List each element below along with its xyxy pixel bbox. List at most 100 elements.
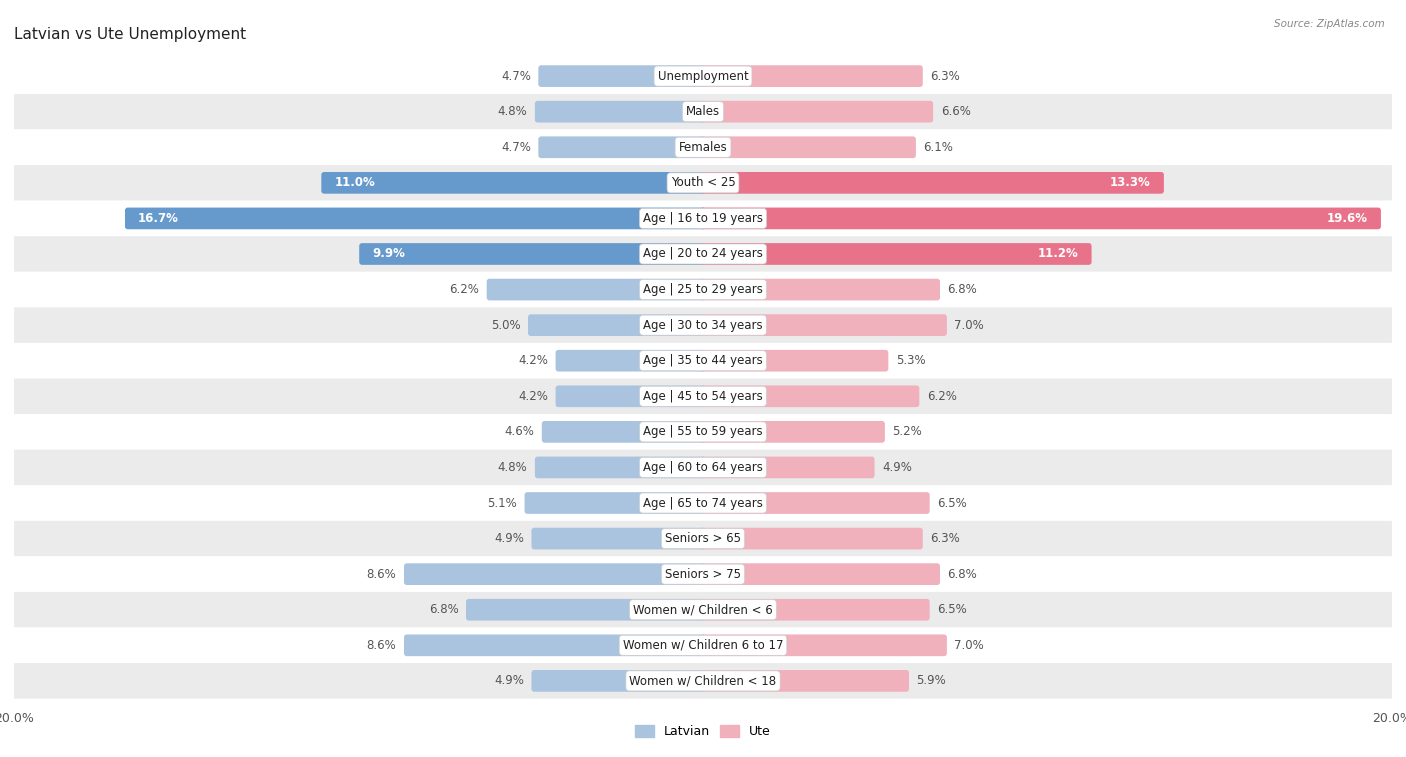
Text: Women w/ Children < 18: Women w/ Children < 18 xyxy=(630,674,776,687)
Text: 4.2%: 4.2% xyxy=(519,354,548,367)
Text: 19.6%: 19.6% xyxy=(1327,212,1368,225)
Text: 16.7%: 16.7% xyxy=(138,212,179,225)
Text: 5.9%: 5.9% xyxy=(917,674,946,687)
Text: 5.2%: 5.2% xyxy=(893,425,922,438)
Text: 4.8%: 4.8% xyxy=(498,105,527,118)
FancyBboxPatch shape xyxy=(125,207,706,229)
Text: 6.8%: 6.8% xyxy=(948,568,977,581)
FancyBboxPatch shape xyxy=(538,136,706,158)
FancyBboxPatch shape xyxy=(14,592,1392,628)
FancyBboxPatch shape xyxy=(700,385,920,407)
Text: 4.9%: 4.9% xyxy=(494,532,524,545)
Text: 8.6%: 8.6% xyxy=(367,568,396,581)
Text: 5.0%: 5.0% xyxy=(491,319,520,332)
FancyBboxPatch shape xyxy=(534,456,706,478)
FancyBboxPatch shape xyxy=(14,485,1392,521)
FancyBboxPatch shape xyxy=(700,207,1381,229)
FancyBboxPatch shape xyxy=(14,378,1392,414)
FancyBboxPatch shape xyxy=(322,172,706,194)
Text: Age | 55 to 59 years: Age | 55 to 59 years xyxy=(643,425,763,438)
FancyBboxPatch shape xyxy=(404,563,706,585)
FancyBboxPatch shape xyxy=(14,201,1392,236)
FancyBboxPatch shape xyxy=(465,599,706,621)
Text: 6.2%: 6.2% xyxy=(450,283,479,296)
Text: 7.0%: 7.0% xyxy=(955,639,984,652)
Text: 4.9%: 4.9% xyxy=(494,674,524,687)
Text: Males: Males xyxy=(686,105,720,118)
Text: Females: Females xyxy=(679,141,727,154)
FancyBboxPatch shape xyxy=(14,236,1392,272)
FancyBboxPatch shape xyxy=(700,670,910,692)
FancyBboxPatch shape xyxy=(700,101,934,123)
Text: 6.8%: 6.8% xyxy=(429,603,458,616)
Text: Youth < 25: Youth < 25 xyxy=(671,176,735,189)
Text: Age | 20 to 24 years: Age | 20 to 24 years xyxy=(643,248,763,260)
FancyBboxPatch shape xyxy=(700,528,922,550)
Text: 4.7%: 4.7% xyxy=(501,70,531,83)
Text: Women w/ Children 6 to 17: Women w/ Children 6 to 17 xyxy=(623,639,783,652)
FancyBboxPatch shape xyxy=(700,243,1091,265)
FancyBboxPatch shape xyxy=(541,421,706,443)
Text: 8.6%: 8.6% xyxy=(367,639,396,652)
FancyBboxPatch shape xyxy=(534,101,706,123)
Text: 13.3%: 13.3% xyxy=(1111,176,1152,189)
FancyBboxPatch shape xyxy=(486,279,706,301)
Text: 4.8%: 4.8% xyxy=(498,461,527,474)
FancyBboxPatch shape xyxy=(14,521,1392,556)
FancyBboxPatch shape xyxy=(14,343,1392,378)
Text: Age | 25 to 29 years: Age | 25 to 29 years xyxy=(643,283,763,296)
FancyBboxPatch shape xyxy=(14,58,1392,94)
Text: Age | 35 to 44 years: Age | 35 to 44 years xyxy=(643,354,763,367)
FancyBboxPatch shape xyxy=(14,272,1392,307)
Text: Age | 60 to 64 years: Age | 60 to 64 years xyxy=(643,461,763,474)
Text: Age | 16 to 19 years: Age | 16 to 19 years xyxy=(643,212,763,225)
FancyBboxPatch shape xyxy=(531,670,706,692)
Text: 5.1%: 5.1% xyxy=(488,497,517,509)
Legend: Latvian, Ute: Latvian, Ute xyxy=(630,721,776,743)
Text: Source: ZipAtlas.com: Source: ZipAtlas.com xyxy=(1274,19,1385,29)
FancyBboxPatch shape xyxy=(700,314,946,336)
Text: 5.3%: 5.3% xyxy=(896,354,925,367)
Text: 6.3%: 6.3% xyxy=(931,532,960,545)
FancyBboxPatch shape xyxy=(700,563,941,585)
FancyBboxPatch shape xyxy=(700,350,889,372)
Text: Seniors > 75: Seniors > 75 xyxy=(665,568,741,581)
FancyBboxPatch shape xyxy=(555,350,706,372)
FancyBboxPatch shape xyxy=(700,65,922,87)
Text: 6.5%: 6.5% xyxy=(938,603,967,616)
Text: 4.7%: 4.7% xyxy=(501,141,531,154)
Text: 6.1%: 6.1% xyxy=(924,141,953,154)
FancyBboxPatch shape xyxy=(14,165,1392,201)
Text: 7.0%: 7.0% xyxy=(955,319,984,332)
Text: Latvian vs Ute Unemployment: Latvian vs Ute Unemployment xyxy=(14,27,246,42)
FancyBboxPatch shape xyxy=(14,414,1392,450)
Text: 6.5%: 6.5% xyxy=(938,497,967,509)
FancyBboxPatch shape xyxy=(14,663,1392,699)
Text: 11.2%: 11.2% xyxy=(1038,248,1078,260)
Text: 11.0%: 11.0% xyxy=(335,176,375,189)
FancyBboxPatch shape xyxy=(14,450,1392,485)
Text: Seniors > 65: Seniors > 65 xyxy=(665,532,741,545)
FancyBboxPatch shape xyxy=(359,243,706,265)
FancyBboxPatch shape xyxy=(700,279,941,301)
Text: Age | 30 to 34 years: Age | 30 to 34 years xyxy=(643,319,763,332)
FancyBboxPatch shape xyxy=(700,599,929,621)
FancyBboxPatch shape xyxy=(529,314,706,336)
FancyBboxPatch shape xyxy=(538,65,706,87)
FancyBboxPatch shape xyxy=(700,421,884,443)
Text: Age | 45 to 54 years: Age | 45 to 54 years xyxy=(643,390,763,403)
Text: 6.3%: 6.3% xyxy=(931,70,960,83)
FancyBboxPatch shape xyxy=(700,136,915,158)
FancyBboxPatch shape xyxy=(14,129,1392,165)
FancyBboxPatch shape xyxy=(531,528,706,550)
FancyBboxPatch shape xyxy=(404,634,706,656)
FancyBboxPatch shape xyxy=(14,307,1392,343)
Text: Unemployment: Unemployment xyxy=(658,70,748,83)
FancyBboxPatch shape xyxy=(14,556,1392,592)
FancyBboxPatch shape xyxy=(555,385,706,407)
FancyBboxPatch shape xyxy=(700,634,946,656)
FancyBboxPatch shape xyxy=(700,492,929,514)
Text: 4.9%: 4.9% xyxy=(882,461,912,474)
FancyBboxPatch shape xyxy=(524,492,706,514)
FancyBboxPatch shape xyxy=(14,94,1392,129)
